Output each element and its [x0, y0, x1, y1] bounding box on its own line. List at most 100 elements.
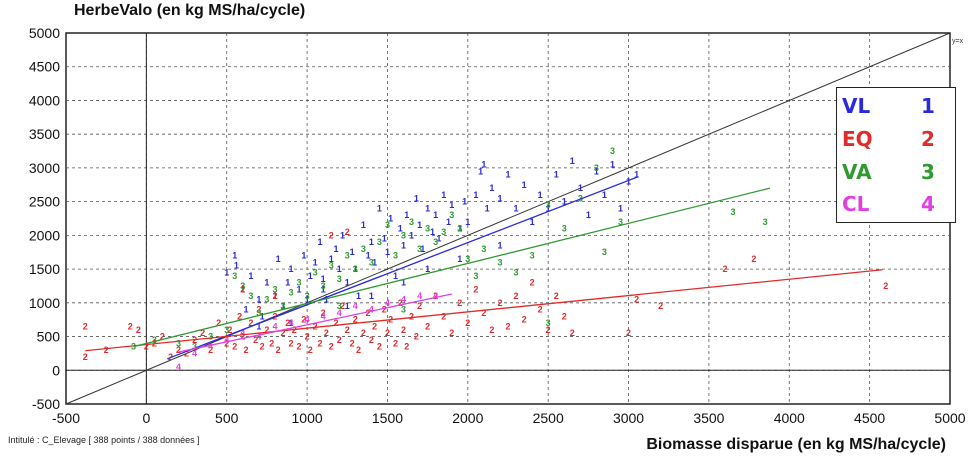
point-vl: 1 — [538, 190, 543, 200]
point-vl: 1 — [634, 170, 639, 180]
point-eq: 2 — [369, 335, 374, 345]
point-va: 3 — [473, 271, 478, 281]
point-eq: 2 — [404, 342, 409, 352]
point-eq: 2 — [136, 325, 141, 335]
point-vl: 1 — [301, 251, 306, 261]
point-va: 3 — [562, 224, 567, 234]
point-vl: 1 — [256, 294, 261, 304]
point-eq: 2 — [449, 328, 454, 338]
point-vl: 1 — [382, 234, 387, 244]
point-vl: 1 — [481, 160, 486, 170]
point-vl: 1 — [276, 254, 281, 264]
point-eq: 2 — [489, 325, 494, 335]
point-eq: 2 — [751, 254, 756, 264]
point-eq: 2 — [366, 308, 371, 318]
point-va: 3 — [345, 251, 350, 261]
point-vl: 1 — [602, 190, 607, 200]
dataset-caption: Intitulé : C_Elevage [ 388 points / 388 … — [8, 435, 200, 445]
point-vl: 1 — [297, 284, 302, 294]
point-vl: 1 — [562, 197, 567, 207]
point-eq: 2 — [414, 332, 419, 342]
point-eq: 2 — [497, 298, 502, 308]
y-tick-label: 2500 — [29, 194, 60, 210]
point-eq: 2 — [208, 345, 213, 355]
point-vl: 1 — [478, 166, 483, 176]
point-vl: 1 — [594, 166, 599, 176]
point-vl: 1 — [441, 190, 446, 200]
point-cl: 4 — [353, 301, 358, 311]
trend-line-eq — [85, 269, 883, 352]
point-cl: 4 — [337, 308, 342, 318]
point-va: 3 — [731, 207, 736, 217]
point-vl: 1 — [321, 274, 326, 284]
point-eq: 2 — [184, 348, 189, 358]
point-va: 3 — [433, 237, 438, 247]
point-va: 3 — [289, 288, 294, 298]
point-va: 3 — [578, 193, 583, 203]
point-vl: 1 — [361, 220, 366, 230]
point-va: 3 — [497, 257, 502, 267]
point-va: 3 — [337, 301, 342, 311]
y-tick-label: 4500 — [29, 59, 60, 75]
y-tick-label: 2000 — [29, 227, 60, 243]
x-tick-label: 2000 — [452, 410, 483, 426]
legend-item-cl: CL 4 — [837, 190, 955, 220]
point-eq: 2 — [409, 311, 414, 321]
point-eq: 2 — [324, 328, 329, 338]
point-eq: 2 — [224, 338, 229, 348]
point-vl: 1 — [430, 227, 435, 237]
point-eq: 2 — [168, 352, 173, 362]
x-tick-label: 1000 — [292, 410, 323, 426]
point-vl: 1 — [409, 230, 414, 240]
point-vl: 1 — [289, 264, 294, 274]
point-va: 3 — [176, 338, 181, 348]
point-eq: 2 — [264, 325, 269, 335]
point-vl: 1 — [465, 217, 470, 227]
x-tick-label: 4000 — [774, 410, 805, 426]
y-tick-label: 1500 — [29, 261, 60, 277]
point-vl: 1 — [522, 180, 527, 190]
point-vl: 1 — [308, 271, 313, 281]
point-va: 3 — [377, 237, 382, 247]
point-eq: 2 — [227, 325, 232, 335]
point-vl: 1 — [530, 217, 535, 227]
point-va: 3 — [385, 220, 390, 230]
point-vl: 1 — [356, 291, 361, 301]
point-va: 3 — [192, 342, 197, 352]
point-vl: 1 — [398, 224, 403, 234]
point-eq: 2 — [658, 301, 663, 311]
point-va: 3 — [546, 200, 551, 210]
point-eq: 2 — [401, 325, 406, 335]
point-eq: 2 — [465, 318, 470, 328]
point-vl: 1 — [433, 210, 438, 220]
point-eq: 2 — [385, 328, 390, 338]
point-va: 3 — [481, 244, 486, 254]
point-cl: 4 — [176, 362, 181, 372]
y-axis-label: HerbeValo (en kg MS/ha/cycle) — [74, 2, 306, 19]
point-va: 3 — [248, 291, 253, 301]
point-eq: 2 — [457, 298, 462, 308]
point-vl: 1 — [232, 251, 237, 261]
point-eq: 2 — [160, 332, 165, 342]
point-va: 3 — [610, 146, 615, 156]
point-va: 3 — [441, 227, 446, 237]
point-eq: 2 — [337, 335, 342, 345]
point-eq: 2 — [345, 325, 350, 335]
legend-name-cl: CL — [842, 192, 870, 216]
point-cl: 4 — [433, 291, 438, 301]
point-eq: 2 — [481, 308, 486, 318]
point-va: 3 — [337, 274, 342, 284]
point-eq: 2 — [340, 301, 345, 311]
point-eq: 2 — [297, 342, 302, 352]
point-vl: 1 — [366, 251, 371, 261]
point-vl: 1 — [372, 257, 377, 267]
x-tick-label: -500 — [52, 410, 80, 426]
point-eq: 2 — [272, 291, 277, 301]
point-eq: 2 — [289, 338, 294, 348]
point-eq: 2 — [128, 321, 133, 331]
point-vl: 1 — [224, 267, 229, 277]
point-va: 3 — [594, 163, 599, 173]
point-vl: 1 — [280, 301, 285, 311]
point-eq: 2 — [883, 281, 888, 291]
point-eq: 2 — [329, 230, 334, 240]
